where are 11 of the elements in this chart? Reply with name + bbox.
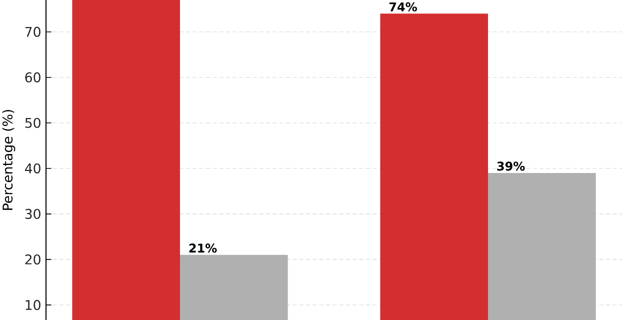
y-tick-label: 70 xyxy=(25,26,40,37)
y-tick-label: 30 xyxy=(25,208,40,219)
data-label: 74% xyxy=(389,2,417,12)
y-tick-label: 10 xyxy=(26,300,40,310)
y-tick-label: 60 xyxy=(25,72,40,82)
y-axis-title: Percentage (%) xyxy=(2,110,16,210)
data-label: 21% xyxy=(189,244,217,253)
y-tick-label: 50 xyxy=(25,118,40,128)
y-tick-label: 40 xyxy=(24,163,40,174)
y-tick-label: 20 xyxy=(25,254,40,264)
data-label: 39% xyxy=(497,162,525,171)
